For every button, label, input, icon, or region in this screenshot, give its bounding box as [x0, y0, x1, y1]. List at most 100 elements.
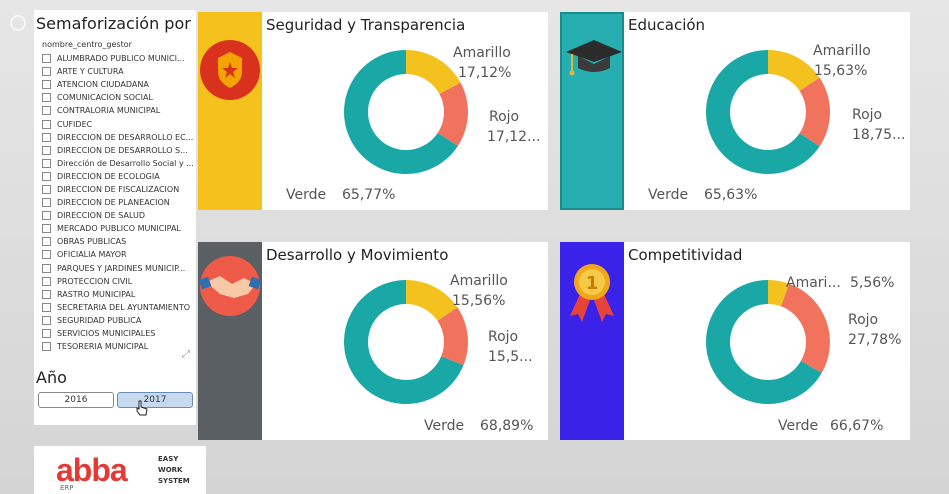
- donut-chart-educacion: [706, 50, 830, 174]
- icon-panel-competitividad: 1: [560, 242, 624, 440]
- slicer-item[interactable]: RASTRO MUNICIPAL: [42, 288, 194, 301]
- slice-amarillo[interactable]: [406, 50, 461, 94]
- slicer-item[interactable]: SERVICIOS MUNICIPALES: [42, 327, 194, 340]
- slicer-item[interactable]: DIRECCION DE ECOLOGIA: [42, 170, 194, 183]
- label-rojo: Rojo: [848, 312, 879, 328]
- checkbox[interactable]: [42, 132, 51, 142]
- label-verde: Verde: [778, 418, 819, 434]
- label-rojo: Rojo: [489, 109, 520, 125]
- slice-amarillo[interactable]: [768, 50, 820, 91]
- slice-verde[interactable]: [705, 280, 822, 404]
- checkbox[interactable]: [42, 276, 51, 286]
- slicer-item[interactable]: DIRECCION DE FISCALIZACION: [42, 183, 194, 196]
- label-verde: Verde: [286, 187, 327, 203]
- slicer-item[interactable]: CONTRALORIA MUNICIPAL: [42, 104, 194, 117]
- handshake-icon: [198, 256, 262, 316]
- checkbox[interactable]: [42, 145, 51, 155]
- slice-verde[interactable]: [343, 280, 464, 404]
- slicer-item[interactable]: Dirección de Desarrollo Social y ...: [42, 157, 194, 170]
- slicer-list: ALUMBRADO PUBLICO MUNICI... ARTE Y CULTUR…: [42, 52, 194, 353]
- slicer-item[interactable]: PROTECCION CIVIL: [42, 275, 194, 288]
- checkbox[interactable]: [42, 93, 51, 103]
- logo-tagline: EASY WORK SYSTEM: [158, 454, 198, 487]
- graduation-cap-icon: [566, 40, 622, 76]
- slicer-item[interactable]: TESORERIA MUNICIPAL: [42, 340, 194, 353]
- donut-chart-seguridad: [343, 50, 468, 175]
- slicer-item-label: TESORERIA MUNICIPAL: [57, 342, 149, 352]
- checkbox[interactable]: [42, 342, 51, 352]
- slicer-item-label: CUFIDEC: [57, 119, 93, 129]
- logo-tagline-line: EASY: [158, 455, 179, 463]
- slice-amarillo[interactable]: [768, 280, 790, 307]
- value-verde: 65,63%: [704, 187, 758, 203]
- checkbox[interactable]: [42, 250, 51, 260]
- checkbox[interactable]: [42, 184, 51, 194]
- slicer-item-label: Dirección de Desarrollo Social y ...: [57, 158, 194, 168]
- card-title: Desarrollo y Movimiento: [266, 246, 449, 264]
- year-button-2016[interactable]: 2016: [38, 392, 114, 408]
- slicer-item[interactable]: OFICIALIA MAYOR: [42, 248, 194, 261]
- checkbox[interactable]: [42, 302, 51, 312]
- slicer-item-label: DIRECCION DE FISCALIZACION: [57, 184, 180, 194]
- checkbox[interactable]: [42, 211, 51, 221]
- checkbox[interactable]: [42, 224, 51, 234]
- slicer-item[interactable]: DIRECCION DE PLANEACION: [42, 196, 194, 209]
- value-amarillo: 17,12%: [458, 65, 512, 81]
- card-title: Competitividad: [628, 246, 743, 264]
- checkbox[interactable]: [42, 80, 51, 90]
- checkbox[interactable]: [42, 289, 51, 299]
- value-rojo: 17,12...: [487, 129, 541, 145]
- slicer-item[interactable]: DIRECCION DE SALUD: [42, 209, 194, 222]
- slicer-item[interactable]: COMUNICACION SOCIAL: [42, 91, 194, 104]
- card-title: Seguridad y Transparencia: [266, 16, 466, 34]
- value-verde: 68,89%: [480, 418, 534, 434]
- checkbox[interactable]: [42, 106, 51, 116]
- slicer-item[interactable]: MERCADO PUBLICO MUNICIPAL: [42, 222, 194, 235]
- slicer-item-label: ATENCION CIUDADANA: [57, 80, 149, 90]
- year-button-2017[interactable]: 2017: [117, 392, 193, 408]
- slicer-item[interactable]: SECRETARIA DEL AYUNTAMIENTO: [42, 301, 194, 314]
- slicer-item[interactable]: DIRECCION DE DESARROLLO EC...: [42, 131, 194, 144]
- logo-brand: abba: [56, 452, 128, 488]
- card-educacion: Educación Amarillo 15,63% Rojo 18,75... …: [560, 12, 910, 210]
- slice-rojo[interactable]: [437, 307, 468, 366]
- checkbox[interactable]: [42, 315, 51, 325]
- slicer-item-label: MERCADO PUBLICO MUNICIPAL: [57, 224, 181, 234]
- checkbox[interactable]: [42, 237, 51, 247]
- slicer-item-label: COMUNICACION SOCIAL: [57, 93, 153, 103]
- slicer-item[interactable]: CUFIDEC: [42, 117, 194, 130]
- slicer-item[interactable]: OBRAS PUBLICAS: [42, 235, 194, 248]
- card-desarrollo: Desarrollo y Movimiento Amarillo 15,56% …: [198, 242, 548, 440]
- svg-text:1: 1: [586, 273, 599, 294]
- checkbox[interactable]: [42, 119, 51, 129]
- checkbox[interactable]: [42, 67, 51, 77]
- slicer-item[interactable]: ALUMBRADO PUBLICO MUNICI...: [42, 52, 194, 65]
- slicer-item-label: SEGURIDAD PUBLICA: [57, 315, 142, 325]
- logo-tagline-line: WORK: [158, 466, 183, 474]
- slicer-item[interactable]: ARTE Y CULTURA: [42, 65, 194, 78]
- slice-verde[interactable]: [343, 50, 458, 175]
- slice-rojo[interactable]: [781, 283, 830, 374]
- checkbox[interactable]: [42, 198, 51, 208]
- slice-rojo[interactable]: [437, 82, 468, 146]
- slicer-item[interactable]: PARQUES Y JARDINES MUNICIP...: [42, 262, 194, 275]
- slicer-item-label: ALUMBRADO PUBLICO MUNICI...: [57, 54, 185, 64]
- slicer-item[interactable]: DIRECCION DE DESARROLLO S...: [42, 144, 194, 157]
- checkbox[interactable]: [42, 54, 51, 64]
- slicer-item[interactable]: SEGURIDAD PUBLICA: [42, 314, 194, 327]
- checkbox[interactable]: [42, 158, 51, 168]
- checkbox[interactable]: [42, 329, 51, 339]
- label-rojo: Rojo: [852, 107, 883, 123]
- abba-logo: abba EASY WORK SYSTEM ERP: [34, 446, 206, 494]
- checkbox[interactable]: [42, 171, 51, 181]
- slice-verde[interactable]: [706, 50, 820, 174]
- value-rojo: 15,5...: [488, 349, 533, 365]
- donut-chart-competitividad: [705, 280, 830, 404]
- expand-icon[interactable]: ⤢: [182, 349, 190, 360]
- checkbox[interactable]: [42, 263, 51, 273]
- slicer-item-label: DIRECCION DE PLANEACION: [57, 198, 170, 208]
- slice-amarillo[interactable]: [406, 280, 458, 321]
- slicer-item[interactable]: ATENCION CIUDADANA: [42, 78, 194, 91]
- donut-chart-desarrollo: [343, 280, 468, 404]
- slice-rojo[interactable]: [799, 77, 830, 147]
